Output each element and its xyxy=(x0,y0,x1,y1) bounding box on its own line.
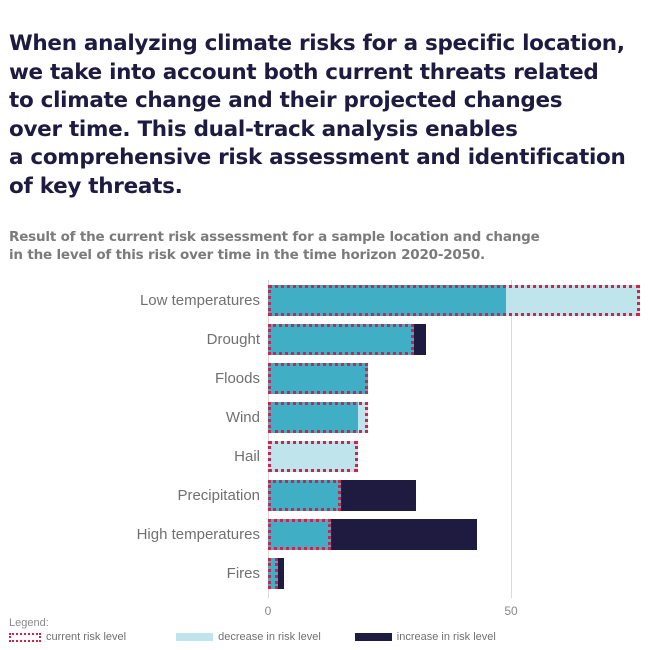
legend-label: current risk level xyxy=(46,631,127,643)
category-label: Floods xyxy=(214,370,260,387)
legend-item-increase: increase in risk level xyxy=(354,631,496,643)
decrease-risk-bar xyxy=(268,441,358,472)
increase-risk-bar xyxy=(277,558,285,589)
current-risk-bar xyxy=(268,558,278,589)
current-risk-swatch xyxy=(9,632,41,642)
risk-bar-chart: 0 50 Low temperatures Drought Floods Wind Hail… xyxy=(0,280,650,620)
subtitle-line: in the level of this risk over time in t… xyxy=(9,247,485,263)
decrease-risk-bar xyxy=(506,285,640,316)
decrease-risk-swatch xyxy=(176,633,214,641)
current-risk-bar xyxy=(268,285,507,316)
x-tick-label: 0 xyxy=(264,604,272,618)
current-risk-bar xyxy=(268,363,368,394)
current-risk-bar xyxy=(268,519,332,550)
headline-line: we take into account both current threat… xyxy=(9,59,599,85)
current-risk-bar xyxy=(268,324,414,355)
subtitle-line: Result of the current risk assessment fo… xyxy=(9,229,540,245)
current-risk-bar xyxy=(268,480,341,511)
category-label: Precipitation xyxy=(177,487,260,504)
chart-subtitle: Result of the current risk assessment fo… xyxy=(9,228,609,264)
increase-risk-swatch xyxy=(354,633,392,641)
category-label: Fires xyxy=(226,565,260,582)
headline-line: to climate change and their projected ch… xyxy=(9,88,563,113)
category-label: Drought xyxy=(206,331,260,348)
category-label: High temperatures xyxy=(136,526,260,543)
gridline-0 xyxy=(267,280,269,598)
increase-risk-bar xyxy=(340,480,417,511)
legend-title: Legend: xyxy=(9,617,49,629)
increase-risk-bar xyxy=(413,324,426,355)
headline-line: When analyzing climate risks for a speci… xyxy=(9,31,625,56)
increase-risk-bar xyxy=(331,519,477,550)
legend: current risk level decrease in risk leve… xyxy=(9,631,518,643)
legend-item-current: current risk level xyxy=(9,631,126,643)
legend-label: increase in risk level xyxy=(396,631,496,643)
category-label: Low temperatures xyxy=(139,292,260,309)
gridline-50 xyxy=(510,280,512,598)
category-label: Hail xyxy=(234,448,260,465)
category-label: Wind xyxy=(225,409,260,426)
headline: When analyzing climate risks for a speci… xyxy=(9,30,629,201)
headline-line: a comprehensive risk assessment and iden… xyxy=(9,145,626,170)
legend-item-decrease: decrease in risk level xyxy=(176,631,321,643)
headline-line: over time. This dual-track analysis enab… xyxy=(9,116,518,142)
current-risk-bar xyxy=(268,402,358,433)
x-tick-label: 50 xyxy=(504,604,518,618)
decrease-risk-bar xyxy=(357,402,368,433)
legend-label: decrease in risk level xyxy=(218,631,321,643)
headline-line: of key threats. xyxy=(9,173,183,199)
